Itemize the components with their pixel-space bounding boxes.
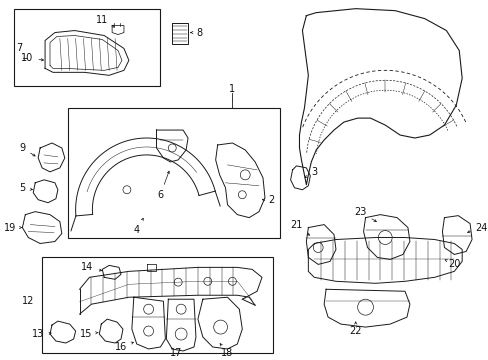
Text: 23: 23: [354, 207, 376, 222]
Text: 15: 15: [80, 329, 98, 339]
Text: 20: 20: [444, 260, 460, 269]
Text: 6: 6: [157, 171, 169, 200]
Text: 22: 22: [349, 322, 361, 336]
Text: 12: 12: [22, 296, 35, 306]
Text: 8: 8: [190, 27, 203, 37]
Text: 5: 5: [19, 183, 32, 193]
Text: 11: 11: [96, 15, 114, 27]
Bar: [15, 9, 160, 86]
Text: 14: 14: [81, 262, 102, 273]
Bar: [42, 257, 272, 353]
Text: 4: 4: [133, 218, 143, 235]
Text: 24: 24: [467, 222, 487, 233]
Text: 19: 19: [4, 222, 22, 233]
Text: 21: 21: [290, 220, 309, 235]
Text: 2: 2: [262, 195, 274, 205]
Text: 3: 3: [305, 167, 317, 177]
Text: 13: 13: [32, 329, 51, 339]
Text: 17: 17: [170, 348, 182, 358]
Text: 10: 10: [21, 53, 43, 63]
Text: 9: 9: [20, 143, 35, 156]
Text: 7: 7: [16, 44, 22, 53]
Text: 1: 1: [229, 84, 235, 94]
Text: 18: 18: [220, 343, 233, 358]
Bar: [68, 108, 279, 238]
Text: 16: 16: [115, 342, 133, 352]
